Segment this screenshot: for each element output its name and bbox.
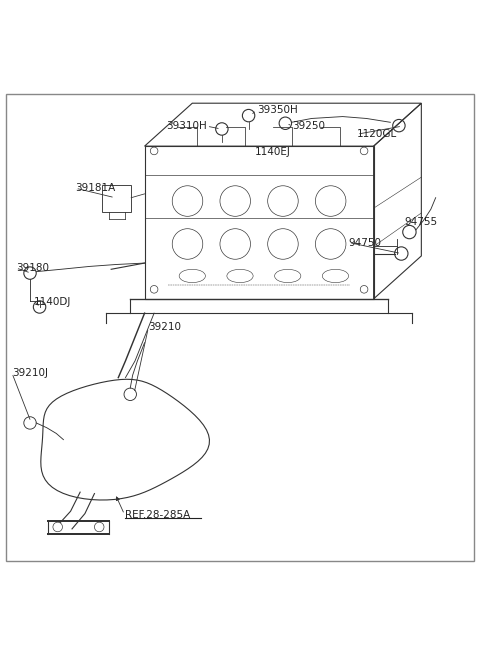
Circle shape: [150, 286, 158, 293]
Text: 1140EJ: 1140EJ: [254, 147, 290, 157]
Text: 39310H: 39310H: [166, 121, 206, 131]
Circle shape: [360, 286, 368, 293]
Text: 1140DJ: 1140DJ: [34, 297, 71, 307]
Text: 39210J: 39210J: [12, 368, 48, 378]
Text: 39250: 39250: [292, 121, 325, 131]
Circle shape: [360, 147, 368, 155]
Text: 1120GL: 1120GL: [357, 129, 397, 140]
Text: 39350H: 39350H: [257, 105, 298, 115]
Text: 39180: 39180: [16, 263, 48, 273]
Text: 39210: 39210: [148, 322, 181, 333]
Text: 94750: 94750: [349, 238, 382, 248]
Circle shape: [53, 522, 62, 532]
Circle shape: [95, 522, 104, 532]
Text: REF.28-285A: REF.28-285A: [124, 510, 190, 519]
Text: 94755: 94755: [405, 217, 438, 227]
Text: 39181A: 39181A: [75, 183, 116, 193]
Circle shape: [150, 147, 158, 155]
